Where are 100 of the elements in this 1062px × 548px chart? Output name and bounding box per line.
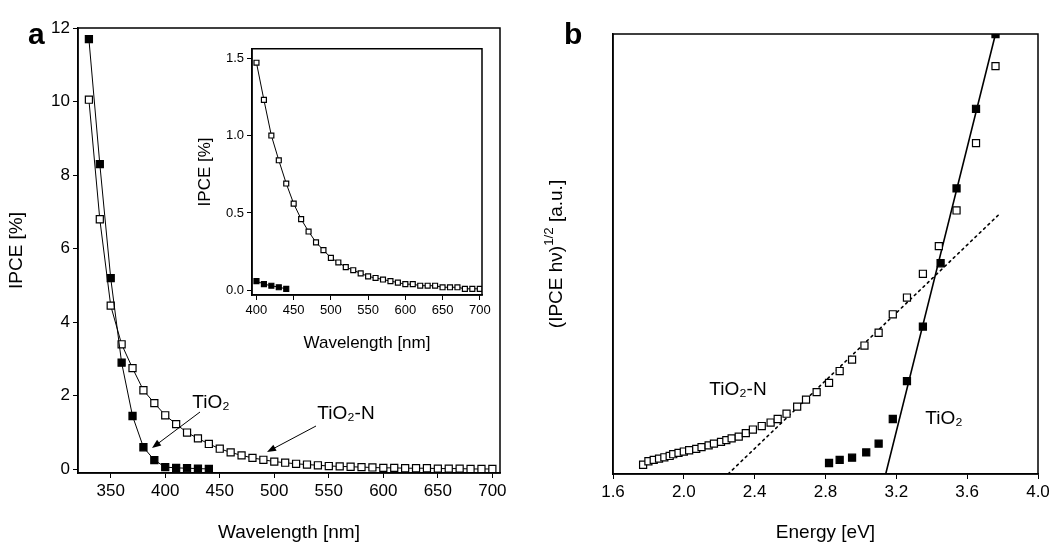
point xyxy=(324,461,333,471)
y-tick-label: 8 xyxy=(60,164,70,184)
point xyxy=(193,434,203,443)
point xyxy=(291,459,301,468)
point xyxy=(835,455,844,465)
y-tick-label: 1.5 xyxy=(225,49,244,65)
point xyxy=(824,458,834,468)
point xyxy=(812,388,821,397)
point xyxy=(773,414,782,424)
point xyxy=(335,259,342,266)
point xyxy=(874,439,883,448)
point xyxy=(862,448,871,457)
point xyxy=(275,157,282,164)
point xyxy=(237,451,246,460)
annotation: TiO₂-N xyxy=(317,402,375,424)
point xyxy=(128,364,137,373)
x-tick-label: 3.6 xyxy=(955,481,979,501)
x-tick-label: 650 xyxy=(431,302,454,318)
point xyxy=(918,269,928,278)
point xyxy=(117,358,126,367)
y-tick-label: 4 xyxy=(60,311,70,331)
y-axis-title: IPCE [%] xyxy=(5,211,27,290)
x-axis-title: Wavelength [nm] xyxy=(218,520,360,542)
point xyxy=(172,463,181,472)
point xyxy=(971,104,981,113)
x-tick-label: 650 xyxy=(423,480,453,500)
x-tick-label: 700 xyxy=(468,302,491,318)
x-tick-label: 2.8 xyxy=(813,481,838,501)
point xyxy=(439,284,446,291)
x-tick-label: 400 xyxy=(245,302,268,318)
point xyxy=(469,285,476,292)
point xyxy=(357,462,366,472)
point xyxy=(888,310,897,319)
point xyxy=(260,96,267,103)
chart-title: b xyxy=(564,17,583,50)
point xyxy=(734,432,743,441)
x-axis-title: Energy [eV] xyxy=(775,520,876,542)
point xyxy=(782,409,791,418)
point xyxy=(455,464,464,473)
point xyxy=(106,301,115,310)
point xyxy=(283,180,290,187)
y-tick-label: 1.0 xyxy=(225,127,244,143)
point xyxy=(139,443,148,452)
point xyxy=(446,284,454,291)
y-tick-label: 0.5 xyxy=(225,204,244,220)
point xyxy=(902,377,912,386)
point xyxy=(298,216,305,223)
point xyxy=(874,328,883,337)
point xyxy=(433,464,442,473)
point xyxy=(888,414,897,424)
point xyxy=(918,322,928,331)
annotation: TiO₂ xyxy=(192,391,230,413)
point xyxy=(411,464,421,473)
point xyxy=(422,464,432,473)
point xyxy=(394,279,401,286)
point xyxy=(409,281,416,288)
point xyxy=(424,282,431,289)
point xyxy=(275,284,282,291)
point xyxy=(305,228,312,235)
point xyxy=(342,264,349,271)
point xyxy=(281,458,290,467)
x-tick-label: 350 xyxy=(96,480,125,500)
x-tick-label: 550 xyxy=(357,302,379,318)
y-tick-label: 2 xyxy=(60,385,70,405)
x-tick-label: 700 xyxy=(478,480,507,500)
point xyxy=(727,434,736,443)
point xyxy=(379,463,388,472)
point xyxy=(95,159,104,169)
x-axis-title: Wavelength [nm] xyxy=(303,333,431,353)
point xyxy=(350,267,357,274)
point xyxy=(372,274,379,282)
point xyxy=(971,138,981,148)
point xyxy=(991,61,1000,71)
y-axis-title: (IPCE hν)1/2 [a.u.] xyxy=(541,179,567,329)
point xyxy=(432,282,439,289)
point xyxy=(268,282,275,289)
x-tick-label: 600 xyxy=(369,480,398,500)
point xyxy=(847,453,857,462)
point xyxy=(952,206,961,215)
y-tick-label: 10 xyxy=(51,91,70,111)
x-tick-label: 400 xyxy=(151,480,180,500)
point xyxy=(320,247,327,254)
point xyxy=(84,34,94,44)
point xyxy=(402,281,409,288)
point xyxy=(161,462,170,472)
point xyxy=(902,293,912,302)
point xyxy=(302,460,312,469)
point xyxy=(327,254,334,261)
x-tick-label: 450 xyxy=(282,302,305,318)
point xyxy=(259,455,268,464)
x-tick-label: 3.2 xyxy=(884,481,909,501)
x-tick-label: 450 xyxy=(205,480,234,500)
point xyxy=(335,462,344,471)
x-tick-label: 500 xyxy=(320,302,342,318)
point xyxy=(793,402,802,411)
x-tick-label: 1.6 xyxy=(601,481,625,501)
point xyxy=(161,411,170,420)
annotation: TiO₂ xyxy=(925,407,963,429)
point xyxy=(709,439,719,448)
point xyxy=(801,395,811,404)
